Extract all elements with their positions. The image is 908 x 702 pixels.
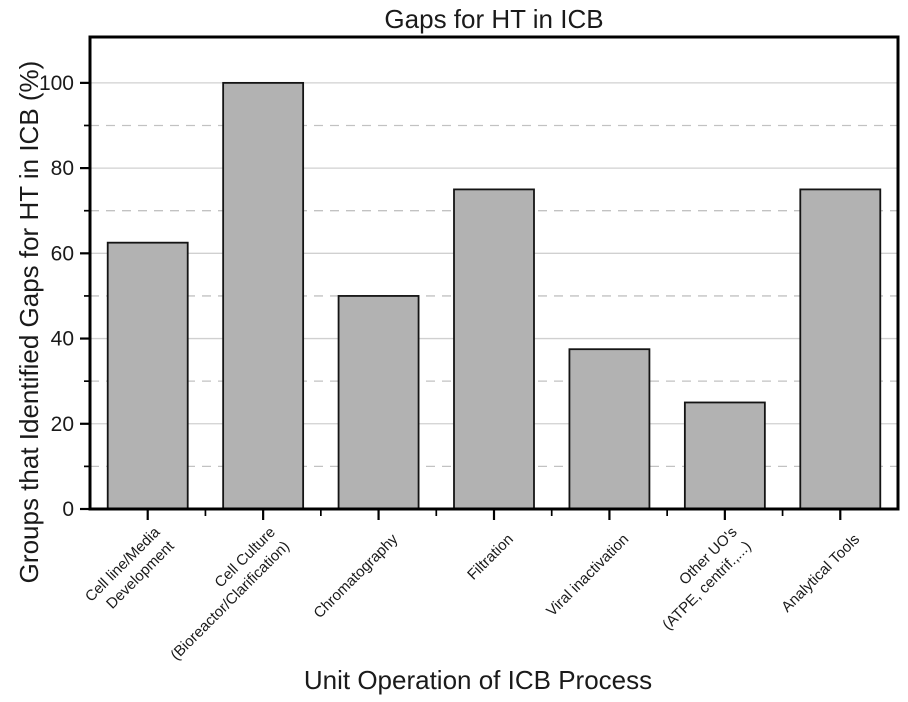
y-tick-label: 80 [51,157,74,180]
bar-7 [799,188,882,510]
plot-frame [88,35,900,511]
x-category-label: Filtration [464,531,517,584]
bar-5 [568,348,651,510]
y-tick-labels: 0 20 40 60 80 100 [39,72,74,521]
bar-2 [222,81,305,510]
bar-3 [337,295,420,510]
x-category-label: Chromatography [310,530,401,621]
bar-6 [683,401,766,510]
x-category-label: Analytical Tools [778,531,863,616]
y-tick-label: 0 [62,498,74,521]
x-category-label: Viral inactivation [543,531,632,620]
y-tick-label: 20 [51,413,74,436]
x-category-labels: Cell line/MediaDevelopment Cell Culture(B… [82,523,863,664]
y-axis-title: Groups that Identified Gaps for HT in IC… [14,61,44,584]
x-category-label: Cell line/MediaDevelopment [82,523,178,619]
y-tick-label: 100 [39,72,74,95]
y-tick-label: 40 [51,328,74,351]
bar-1 [106,241,189,510]
x-axis-title: Unit Operation of ICB Process [304,665,652,695]
x-category-label: Cell Culture(Bioreactor/Clarification) [153,524,293,664]
y-tick-label: 60 [51,242,74,265]
x-category-label: Other UO's(ATPE, centrif.,...) [645,524,755,634]
chart-title: Gaps for HT in ICB [384,4,603,34]
bar-4 [453,188,535,510]
ticks-layer [80,81,842,520]
